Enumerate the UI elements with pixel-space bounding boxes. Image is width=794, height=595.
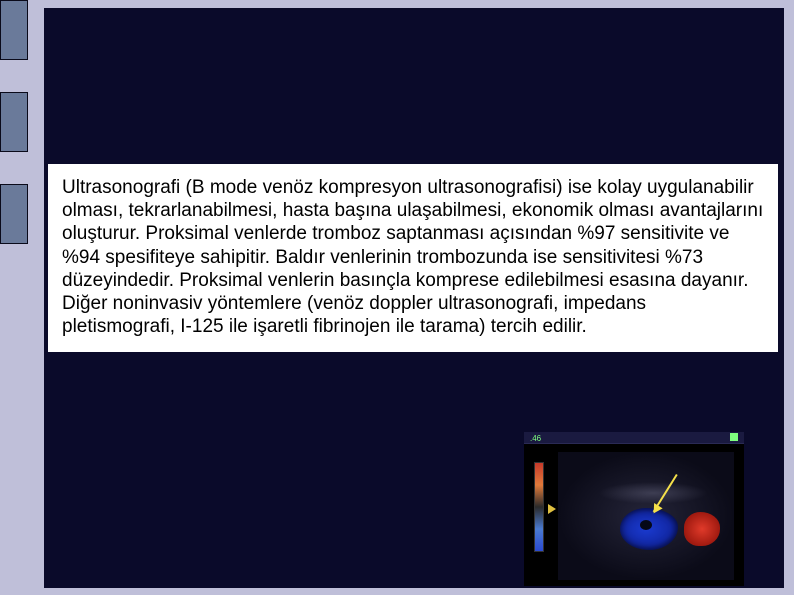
topbar-right-indicator-icon [730, 433, 738, 441]
slide-panel: Ultrasonografi (B mode venöz kompresyon … [44, 8, 784, 588]
body-text: Ultrasonografi (B mode venöz kompresyon … [62, 176, 764, 338]
topbar-left-indicator: .46 [530, 434, 541, 443]
text-card: Ultrasonografi (B mode venöz kompresyon … [48, 164, 778, 352]
ultrasound-image: .46 [524, 432, 744, 586]
flow-red-blob [684, 512, 720, 546]
tissue-echo [598, 482, 708, 504]
left-rail [0, 0, 28, 595]
ultrasound-topbar: .46 [524, 432, 744, 444]
doppler-color-scale [534, 462, 544, 552]
rail-block-3 [0, 184, 28, 244]
rail-block-2 [0, 92, 28, 152]
scan-area [558, 452, 734, 580]
flow-blue-center [640, 520, 652, 530]
scale-caret-icon [548, 504, 556, 514]
rail-block-1 [0, 0, 28, 60]
